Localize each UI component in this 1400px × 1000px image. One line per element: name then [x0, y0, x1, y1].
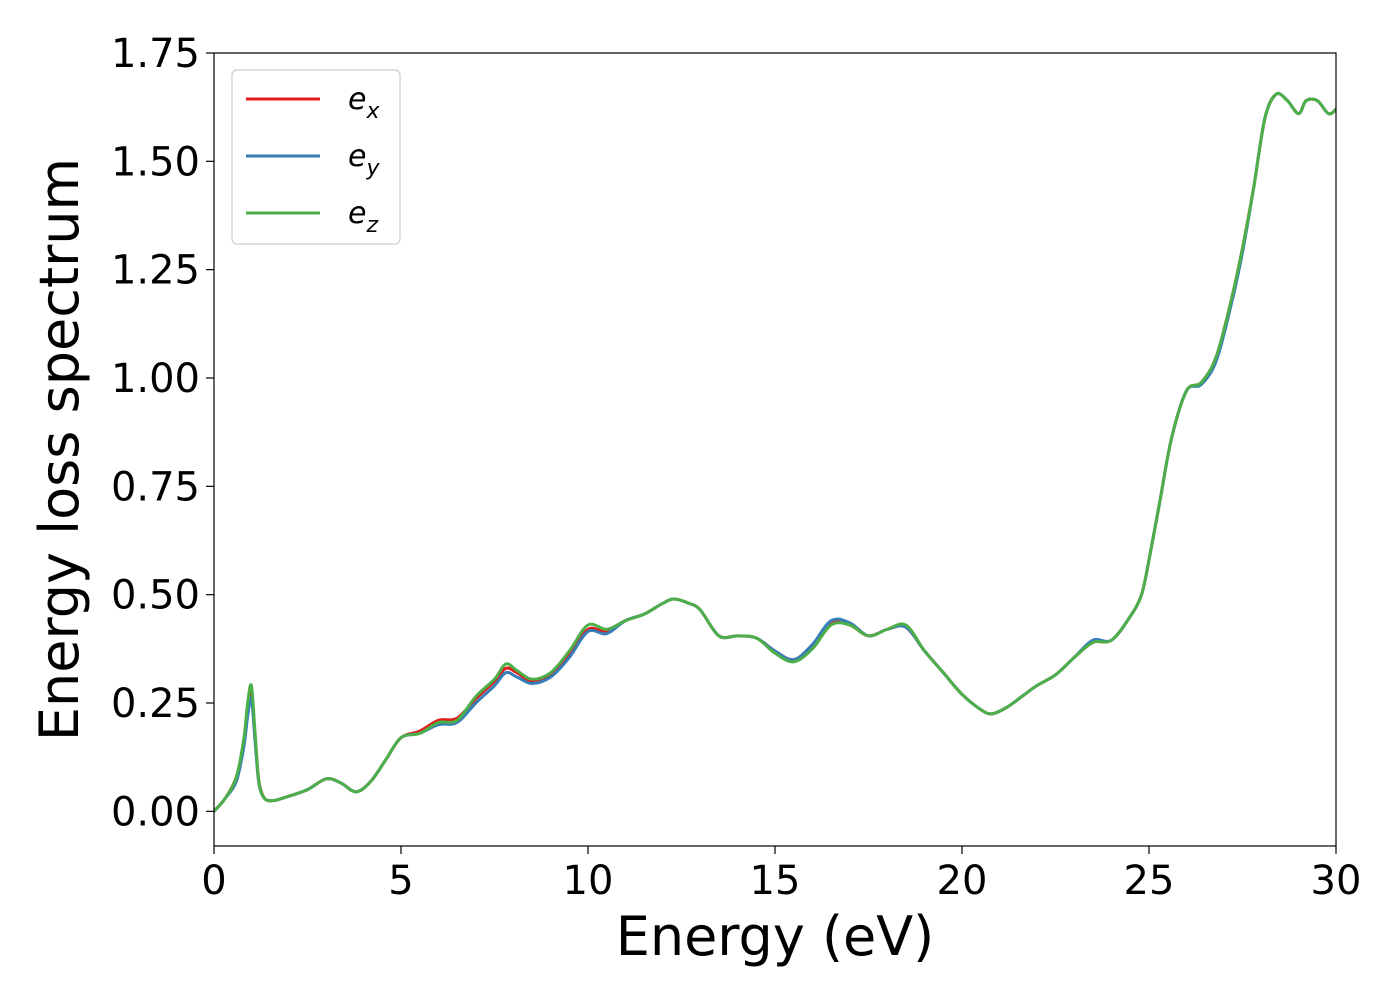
axes-frame	[213, 52, 1337, 847]
legend-entry: ey	[348, 139, 380, 181]
y-tick-label: 1.25	[111, 248, 200, 294]
y-tick-label: 0.75	[111, 464, 200, 510]
y-axis-label: Energy loss spectrum	[28, 158, 91, 741]
legend-entry: ez	[348, 196, 378, 238]
y-tick-label: 0.25	[111, 681, 200, 727]
plot-area	[214, 91, 1336, 813]
y-tick-label: 1.00	[111, 356, 200, 402]
x-tick-label: 0	[201, 858, 226, 904]
y-tick-label: 0.50	[111, 573, 200, 619]
x-axis-label: Energy (eV)	[616, 905, 935, 968]
x-tick-label: 10	[563, 858, 614, 904]
y-tick-label: 1.75	[111, 31, 200, 77]
x-tick-label: 20	[937, 858, 988, 904]
x-tick-label: 30	[1311, 858, 1362, 904]
x-tick-label: 25	[1124, 858, 1175, 904]
y-axis-ticks: 0.00 0.25 0.50 0.75 1.00 1.25 1.50 1.75	[111, 31, 214, 835]
x-tick-label: 15	[750, 858, 801, 904]
legend-entry: ex	[348, 82, 380, 124]
x-tick-label: 5	[388, 858, 413, 904]
legend: ex ey ez	[231, 69, 401, 245]
y-tick-label: 0.00	[111, 789, 200, 835]
series-line-e-z	[214, 91, 1336, 813]
y-tick-label: 1.50	[111, 139, 200, 185]
x-axis-ticks: 0 5 10 15 20 25 30	[201, 846, 1361, 904]
